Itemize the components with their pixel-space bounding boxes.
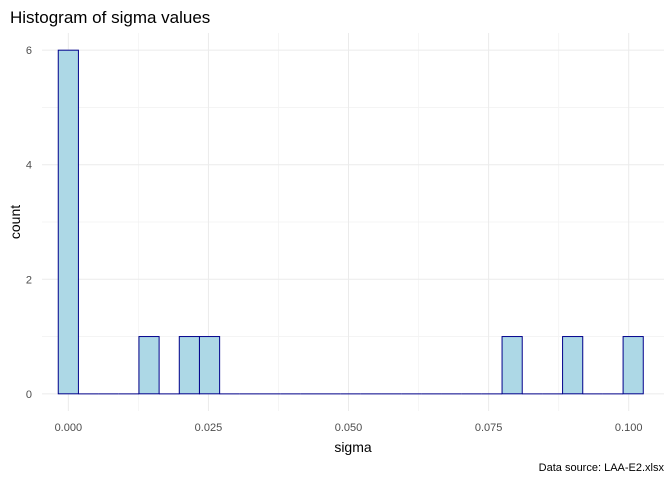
- y-tick-label: 4: [26, 160, 32, 172]
- histogram-bar: [178, 336, 200, 395]
- y-tick-label: 2: [26, 274, 32, 286]
- x-tick-label: 0.025: [195, 422, 223, 434]
- y-tick-label: 6: [26, 45, 32, 57]
- histogram-bar: [198, 336, 221, 395]
- y-axis-title: count: [7, 205, 23, 239]
- x-tick-label: 0.100: [615, 422, 643, 434]
- x-axis-tick-labels: 0.000 0.025 0.050 0.075 0.100: [55, 422, 643, 434]
- data-source-caption: Data source: LAA-E2.xlsx: [539, 462, 665, 474]
- y-axis-tick-labels: 0 2 4 6: [26, 45, 32, 401]
- plot-panel: [42, 33, 664, 411]
- histogram-bar: [138, 336, 160, 395]
- histogram-bar: [622, 336, 644, 395]
- histogram-bar: [562, 336, 584, 395]
- histogram-bars: [57, 49, 644, 395]
- x-tick-label: 0.050: [335, 422, 363, 434]
- x-axis-title: sigma: [334, 439, 372, 455]
- x-tick-label: 0.075: [475, 422, 503, 434]
- x-tick-label: 0.000: [55, 422, 83, 434]
- histogram-bar: [57, 49, 79, 395]
- y-tick-label: 0: [26, 389, 32, 401]
- chart-title: Histogram of sigma values: [10, 8, 210, 27]
- histogram-bar: [501, 336, 523, 395]
